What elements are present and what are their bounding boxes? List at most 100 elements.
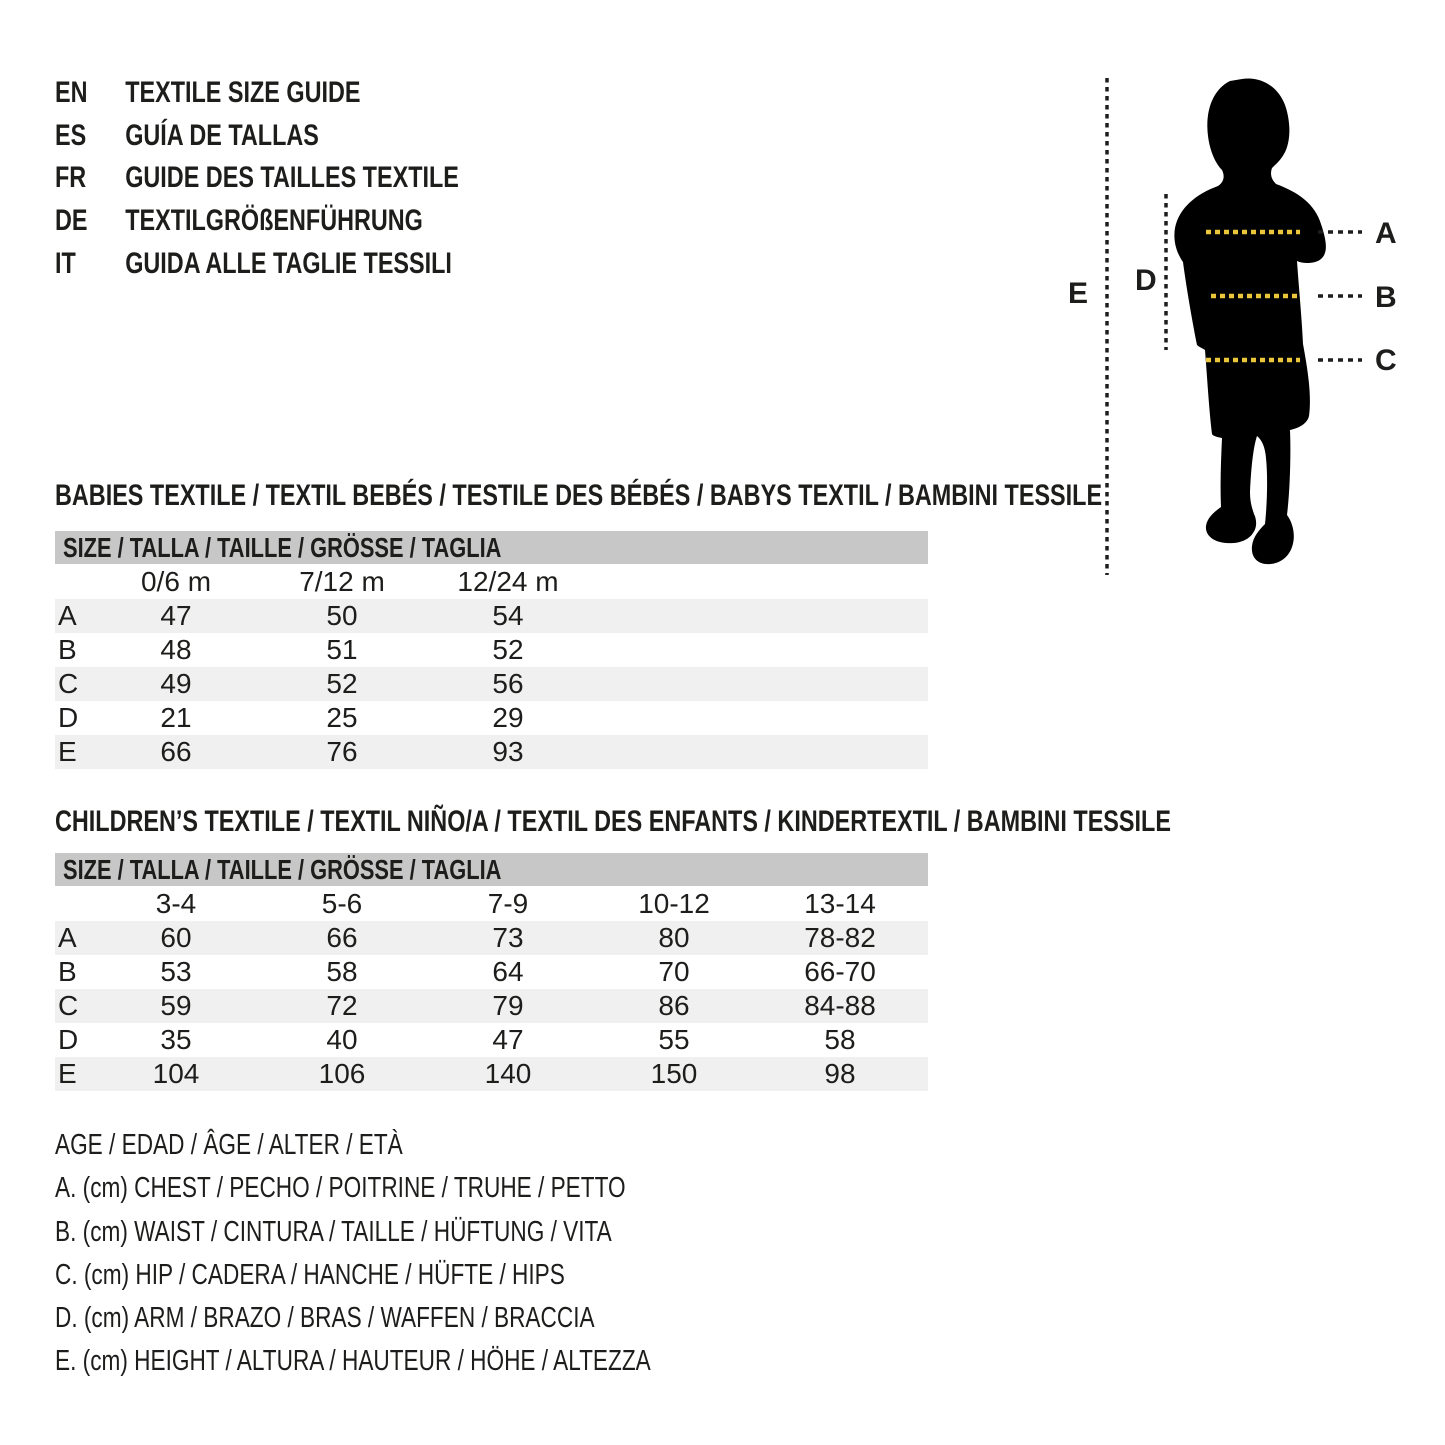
table-row-d: D 21 25 29 [55, 701, 928, 735]
row-label: D [58, 702, 79, 733]
legend-line-hip: C. (cm) HIP / CADERA / HANCHE / HÜFTE / … [55, 1258, 565, 1291]
measurement-diagram: A B C D E [1068, 78, 1397, 575]
value-cell: 140 [484, 1058, 532, 1089]
value-cell: 150 [650, 1058, 698, 1089]
column-header-row: 0/6 m 7/12 m 12/24 m [55, 564, 928, 599]
table-row-e: E 66 76 93 [55, 735, 928, 769]
value-cell: 52 [492, 634, 524, 665]
value-cell: 73 [492, 922, 524, 953]
value-cell: 76 [326, 736, 358, 767]
language-row-fr: FR GUIDE DES TAILLES TEXTILE [55, 157, 573, 200]
value-cell: 54 [492, 600, 524, 631]
table-row-b: B 48 51 52 [55, 633, 928, 667]
value-cell: 80 [658, 922, 690, 953]
row-label: E [58, 1058, 77, 1089]
row-label: E [58, 736, 77, 767]
legend-line-arm: D. (cm) ARM / BRAZO / BRAS / WAFFEN / BR… [55, 1302, 595, 1335]
value-cell: 48 [160, 634, 192, 665]
value-cell: 66-70 [804, 956, 876, 987]
value-cell: 106 [318, 1058, 366, 1089]
language-code: IT [55, 246, 76, 280]
value-cell: 104 [152, 1058, 200, 1089]
figure-label-d: D [1135, 264, 1157, 297]
column-header: 7-9 [487, 887, 529, 919]
value-cell: 78-82 [804, 922, 876, 953]
row-label: C [58, 668, 79, 699]
table-row-c: C 59 72 79 86 84-88 [55, 989, 928, 1023]
size-header-bar: SIZE / TALLA / TAILLE / GRÖSSE / TAGLIA [55, 531, 928, 564]
column-header: 3-4 [155, 887, 197, 919]
children-section-title: CHILDREN’S TEXTILE / TEXTIL NIÑO/A / TEX… [55, 805, 1171, 838]
value-cell: 70 [658, 956, 690, 987]
size-header-bar: SIZE / TALLA / TAILLE / GRÖSSE / TAGLIA [55, 853, 928, 886]
value-cell: 53 [160, 956, 192, 987]
value-cell: 29 [492, 702, 524, 733]
babies-size-table: SIZE / TALLA / TAILLE / GRÖSSE / TAGLIA … [55, 531, 928, 769]
value-cell: 84-88 [804, 990, 876, 1021]
row-label: A [58, 922, 77, 953]
value-cell: 50 [326, 600, 358, 631]
legend-line-age: AGE / EDAD / ÂGE / ALTER / ETÀ [55, 1129, 403, 1161]
legend-line-chest: A. (cm) CHEST / PECHO / POITRINE / TRUHE… [55, 1172, 626, 1205]
value-cell: 35 [160, 1024, 192, 1055]
table-rows: A 60 66 73 80 78-82 B 53 58 64 70 66-70 C 59 72 79 86 84-… [55, 921, 928, 1091]
size-header-text: SIZE / TALLA / TAILLE / GRÖSSE / TAGLIA [63, 854, 502, 885]
table-row-a: A 47 50 54 [55, 599, 928, 633]
value-cell: 52 [326, 668, 358, 699]
value-cell: 51 [326, 634, 358, 665]
column-header: 5-6 [321, 887, 363, 919]
figure-label-e: E [1068, 277, 1088, 310]
value-cell: 66 [160, 736, 192, 767]
legend-line-waist: B. (cm) WAIST / CINTURA / TAILLE / HÜFTU… [55, 1215, 612, 1248]
value-cell: 40 [326, 1024, 358, 1055]
value-cell: 66 [326, 922, 358, 953]
language-code: DE [55, 204, 88, 238]
value-cell: 93 [492, 736, 524, 767]
value-cell: 47 [160, 600, 192, 631]
value-cell: 25 [326, 702, 358, 733]
language-row-de: DE TEXTILGRÖßENFÜHRUNG [55, 200, 573, 243]
language-code: EN [55, 76, 88, 109]
child-silhouette [1174, 78, 1326, 565]
value-cell: 56 [492, 668, 524, 699]
language-title-list: EN TEXTILE SIZE GUIDE ES GUÍA DE TALLAS FR… [55, 72, 573, 286]
table-rows: A 47 50 54 B 48 51 52 C 49 52 56 D 21 25 29 E 66 76 93 [55, 599, 928, 769]
value-cell: 58 [824, 1024, 856, 1055]
babies-section-title: BABIES TEXTILE / TEXTIL BEBÉS / TESTILE … [55, 479, 1103, 512]
value-cell: 59 [160, 990, 192, 1021]
table-row-a: A 60 66 73 80 78-82 [55, 921, 928, 955]
value-cell: 21 [160, 702, 192, 733]
children-size-table: SIZE / TALLA / TAILLE / GRÖSSE / TAGLIA … [55, 853, 928, 1091]
legend-line-height: E. (cm) HEIGHT / ALTURA / HAUTEUR / HÖHE… [55, 1345, 651, 1378]
value-cell: 49 [160, 668, 192, 699]
guide-title: GUÍA DE TALLAS [125, 118, 319, 152]
table-row-c: C 49 52 56 [55, 667, 928, 701]
value-cell: 72 [326, 990, 358, 1021]
guide-title: TEXTILE SIZE GUIDE [125, 76, 361, 109]
table-row-b: B 53 58 64 70 66-70 [55, 955, 928, 989]
language-row-it: IT GUIDA ALLE TAGLIE TESSILI [55, 243, 573, 286]
row-label: B [58, 634, 77, 665]
row-label: D [58, 1024, 79, 1055]
value-cell: 55 [658, 1024, 690, 1055]
guide-title: GUIDE DES TAILLES TEXTILE [125, 161, 459, 195]
language-code: ES [55, 118, 87, 152]
column-header: 10-12 [638, 887, 710, 919]
value-cell: 98 [824, 1058, 856, 1089]
column-header: 12/24 m [457, 565, 559, 597]
table-row-d: D 35 40 47 55 58 [55, 1023, 928, 1057]
figure-label-c: C [1375, 344, 1397, 377]
value-cell: 64 [492, 956, 524, 987]
figure-label-a: A [1375, 217, 1397, 250]
guide-title: TEXTILGRÖßENFÜHRUNG [125, 204, 423, 238]
size-header-text: SIZE / TALLA / TAILLE / GRÖSSE / TAGLIA [63, 532, 502, 563]
measurement-legend: AGE / EDAD / ÂGE / ALTER / ETÀ A. (cm) C… [55, 1124, 819, 1384]
guide-title: GUIDA ALLE TAGLIE TESSILI [125, 246, 452, 280]
value-cell: 86 [658, 990, 690, 1021]
row-label: C [58, 990, 79, 1021]
language-code: FR [55, 161, 87, 195]
row-label: A [58, 600, 77, 631]
row-label: B [58, 956, 77, 987]
column-header-row: 3-4 5-6 7-9 10-12 13-14 [55, 886, 928, 921]
